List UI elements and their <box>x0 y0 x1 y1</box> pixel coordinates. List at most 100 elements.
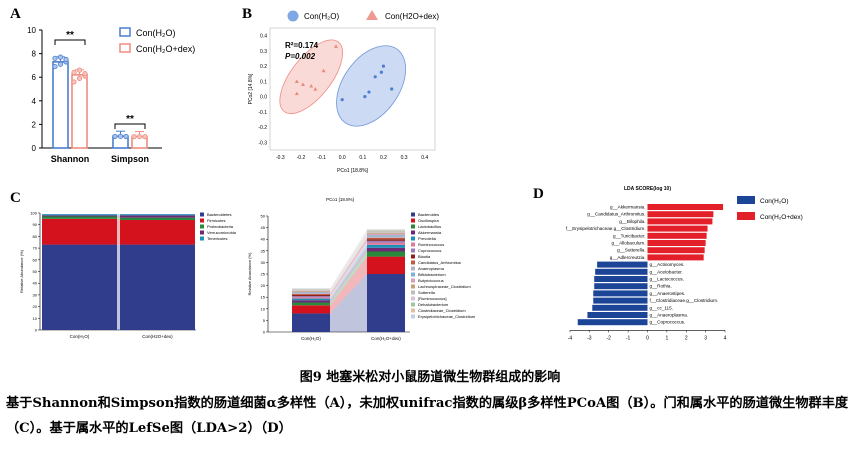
legend-swatch <box>411 308 415 313</box>
y-tick-label: -0.3 <box>258 140 267 146</box>
data-point <box>112 133 118 140</box>
legend-swatch <box>411 254 415 259</box>
legend-label: Ruminococcus <box>418 242 444 247</box>
y-tick-label: 8 <box>32 50 37 59</box>
legend-label: Butyricicoccus <box>418 278 444 283</box>
panel-c-label: C <box>10 190 21 206</box>
data-point <box>71 69 77 76</box>
taxon-label: g__Turicibacter. <box>613 233 646 238</box>
data-point <box>63 56 69 63</box>
x-tick-label: 0.0 <box>339 155 346 161</box>
lefse-chart: D LDA SCORE(log 10) g__Akkermansia. g__Can… <box>533 186 803 341</box>
y-tick-label: 40 <box>33 281 38 286</box>
y-tick-label: 10 <box>261 306 266 311</box>
lda-bar <box>647 254 704 261</box>
stack-segment <box>367 233 405 235</box>
flow-band <box>330 229 367 289</box>
pcoa-chart: B -0.3 -0.2 -0.1 0.0 0.1 0.2 0.3 0.4 -0.3 -0.2 -0.… <box>242 6 439 174</box>
lda-bar <box>647 232 707 239</box>
x-tick-label: Con(H2O+dex) <box>142 334 173 339</box>
flow-band <box>330 244 367 301</box>
taxon-label: g__Rothia. <box>650 284 672 289</box>
lda-bar <box>595 268 648 275</box>
bar <box>71 74 88 149</box>
data-point <box>71 79 77 85</box>
flow-band <box>330 231 367 291</box>
data-point <box>82 71 88 77</box>
stack-segment <box>367 242 405 245</box>
x-tick-label: 1 <box>665 335 668 341</box>
x-tick-label: 0.4 <box>421 155 428 161</box>
stack-segment <box>42 218 117 245</box>
x-tick-label: -0.1 <box>317 155 326 161</box>
legend-label: Erysipelotrichaceae_Clostridium <box>418 314 476 319</box>
stack-segment <box>367 237 405 240</box>
stack-segment <box>367 244 405 248</box>
data-point <box>142 134 148 140</box>
legend-label: Coprococcus <box>418 248 441 253</box>
x-tick-label: Simpson <box>111 154 149 164</box>
legend-swatch <box>200 212 204 217</box>
legend-swatch <box>411 278 415 283</box>
data-point <box>294 91 299 96</box>
chart-title: PCo1 [18.8%] <box>326 197 354 202</box>
taxon-label: f__Erysipelotrichaceae.g__Clostridium. <box>566 226 646 231</box>
x-axis-label: PCo1 [18.8%] <box>337 168 368 174</box>
stack-segment <box>292 291 330 293</box>
flow-band <box>330 242 367 299</box>
legend-label: Con(H₂O+dex) <box>760 214 803 221</box>
confidence-ellipse <box>279 39 343 114</box>
y-tick-label: 0.4 <box>260 34 267 40</box>
legend-swatch <box>411 302 415 307</box>
lda-bar <box>587 312 648 318</box>
y-tick-label: 5 <box>263 318 266 323</box>
panel-a: A 0 2 4 6 8 10 ** Shannon ** Simpson Con(H₂O) Con(H… <box>0 0 240 180</box>
x-tick-label: Con(H₂O) <box>70 334 90 339</box>
y-tick-label: 30 <box>261 260 266 265</box>
significance-label: ** <box>66 30 74 41</box>
x-tick-label: -0.3 <box>276 155 285 161</box>
legend-swatch <box>411 266 415 271</box>
x-tick-label: -0.2 <box>297 155 306 161</box>
data-point <box>117 133 124 139</box>
legend-label: Con(H2O+dex) <box>385 12 439 21</box>
taxon-label: g__Lactococcus. <box>650 277 684 282</box>
data-point <box>379 70 383 74</box>
taxon-label: g__Acetobacter. <box>650 269 683 274</box>
y-tick-label: 0.1 <box>260 79 267 85</box>
flow-band <box>117 218 120 245</box>
lda-bar <box>647 204 724 210</box>
y-tick-label: 35 <box>261 248 266 253</box>
y-tick-label: 30 <box>33 292 38 297</box>
taxon-label: g__Bilophila. <box>619 219 645 224</box>
stack-segment <box>292 296 330 298</box>
flow-band <box>330 230 367 290</box>
flow-band <box>330 256 367 314</box>
stack-segment <box>367 247 405 252</box>
data-point <box>321 68 326 73</box>
flow-band <box>330 237 367 295</box>
y-tick-label: 90 <box>33 222 38 227</box>
flow-band <box>330 247 367 303</box>
y-axis-label: Relative Abundance (%) <box>19 249 24 293</box>
figure-caption: 基于Shannon和Simpson指数的肠道细菌α多样性（A），未加权unifr… <box>6 396 849 436</box>
stack-segment <box>120 215 195 218</box>
lda-bar <box>592 304 648 311</box>
x-tick-label: Shannon <box>51 154 90 164</box>
legend-label: Con(H₂O) <box>760 198 789 205</box>
lda-bar <box>597 261 648 268</box>
taxon-label: g__Candidatus_Arthromitus. <box>587 212 645 217</box>
taxon-label: g__Coprococcus. <box>650 320 686 325</box>
taxon-label: g__Akkermansia. <box>610 205 646 210</box>
legend-label: Firmicutes <box>207 218 225 223</box>
data-point <box>390 87 394 91</box>
panel-c: C 0 10 20 30 40 50 60 70 80 90 100 Relative Abundan… <box>0 186 500 356</box>
stack-segment <box>367 239 405 241</box>
y-tick-label: 45 <box>261 225 266 230</box>
y-tick-label: 10 <box>27 26 36 35</box>
legend-label: Oscillospira <box>418 218 439 223</box>
legend-label: Candidatus_Arthromitus <box>418 260 461 265</box>
stack-segment <box>367 256 405 274</box>
lda-bar <box>577 319 648 326</box>
